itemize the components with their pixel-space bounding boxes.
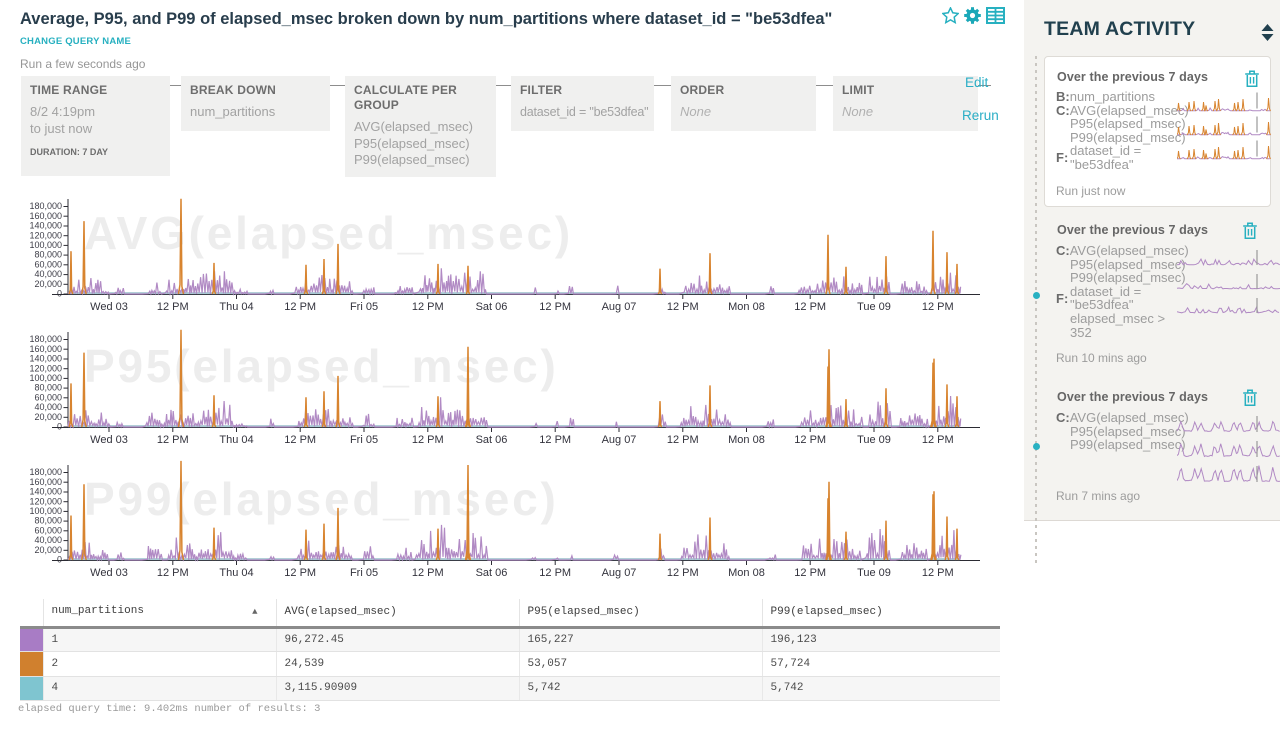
svg-text:140,000: 140,000 (29, 221, 62, 231)
svg-text:0: 0 (57, 422, 62, 432)
svg-text:Tue 09: Tue 09 (857, 434, 891, 446)
svg-text:12 PM: 12 PM (539, 301, 571, 313)
svg-text:0: 0 (57, 555, 62, 565)
svg-text:12 PM: 12 PM (667, 301, 699, 313)
svg-text:12 PM: 12 PM (412, 567, 444, 579)
svg-text:20,000: 20,000 (34, 545, 62, 555)
svg-text:Thu 04: Thu 04 (219, 434, 253, 446)
svg-text:40,000: 40,000 (34, 535, 62, 545)
svg-text:Aug 07: Aug 07 (602, 434, 637, 446)
svg-text:180,000: 180,000 (29, 201, 62, 211)
svg-text:140,000: 140,000 (29, 487, 62, 497)
svg-text:AVG(elapsed_msec): AVG(elapsed_msec) (84, 207, 573, 259)
svg-text:P99(elapsed_msec): P99(elapsed_msec) (84, 473, 559, 525)
svg-text:Tue 09: Tue 09 (857, 301, 891, 313)
svg-text:60,000: 60,000 (34, 525, 62, 535)
svg-text:80,000: 80,000 (34, 383, 62, 393)
svg-text:Wed 03: Wed 03 (90, 434, 128, 446)
svg-text:12 PM: 12 PM (922, 301, 954, 313)
svg-text:160,000: 160,000 (29, 344, 62, 354)
svg-text:120,000: 120,000 (29, 496, 62, 506)
svg-text:Aug 07: Aug 07 (602, 301, 637, 313)
svg-text:160,000: 160,000 (29, 477, 62, 487)
svg-text:80,000: 80,000 (34, 250, 62, 260)
svg-text:Wed 03: Wed 03 (90, 567, 128, 579)
svg-text:120,000: 120,000 (29, 363, 62, 373)
svg-text:40,000: 40,000 (34, 402, 62, 412)
svg-text:12 PM: 12 PM (157, 567, 189, 579)
svg-text:100,000: 100,000 (29, 506, 62, 516)
svg-text:140,000: 140,000 (29, 354, 62, 364)
svg-text:12 PM: 12 PM (284, 434, 316, 446)
svg-text:12 PM: 12 PM (539, 434, 571, 446)
svg-text:12 PM: 12 PM (922, 567, 954, 579)
svg-text:20,000: 20,000 (34, 412, 62, 422)
svg-text:12 PM: 12 PM (667, 567, 699, 579)
svg-text:160,000: 160,000 (29, 211, 62, 221)
svg-text:12 PM: 12 PM (284, 301, 316, 313)
svg-text:12 PM: 12 PM (794, 301, 826, 313)
svg-text:0: 0 (57, 289, 62, 299)
svg-text:Sat 06: Sat 06 (476, 434, 508, 446)
svg-text:Mon 08: Mon 08 (728, 434, 765, 446)
svg-text:Tue 09: Tue 09 (857, 567, 891, 579)
svg-text:12 PM: 12 PM (412, 434, 444, 446)
svg-text:Fri 05: Fri 05 (350, 567, 378, 579)
svg-text:120,000: 120,000 (29, 230, 62, 240)
svg-text:12 PM: 12 PM (157, 434, 189, 446)
svg-text:180,000: 180,000 (29, 334, 62, 344)
svg-text:Fri 05: Fri 05 (350, 301, 378, 313)
svg-text:Thu 04: Thu 04 (219, 301, 253, 313)
svg-text:Fri 05: Fri 05 (350, 434, 378, 446)
svg-text:12 PM: 12 PM (539, 567, 571, 579)
svg-text:60,000: 60,000 (34, 259, 62, 269)
svg-text:60,000: 60,000 (34, 392, 62, 402)
svg-text:12 PM: 12 PM (794, 567, 826, 579)
svg-text:80,000: 80,000 (34, 516, 62, 526)
svg-text:20,000: 20,000 (34, 279, 62, 289)
svg-text:Aug 07: Aug 07 (602, 567, 637, 579)
svg-text:Thu 04: Thu 04 (219, 567, 253, 579)
svg-text:12 PM: 12 PM (157, 301, 189, 313)
svg-text:Mon 08: Mon 08 (728, 301, 765, 313)
svg-text:Sat 06: Sat 06 (476, 567, 508, 579)
svg-text:40,000: 40,000 (34, 269, 62, 279)
svg-text:180,000: 180,000 (29, 467, 62, 477)
svg-text:Wed 03: Wed 03 (90, 301, 128, 313)
svg-text:12 PM: 12 PM (922, 434, 954, 446)
svg-text:Sat 06: Sat 06 (476, 301, 508, 313)
svg-text:100,000: 100,000 (29, 240, 62, 250)
svg-text:12 PM: 12 PM (794, 434, 826, 446)
svg-text:100,000: 100,000 (29, 373, 62, 383)
svg-text:12 PM: 12 PM (412, 301, 444, 313)
svg-text:Mon 08: Mon 08 (728, 567, 765, 579)
svg-text:12 PM: 12 PM (667, 434, 699, 446)
svg-text:12 PM: 12 PM (284, 567, 316, 579)
svg-text:P95(elapsed_msec): P95(elapsed_msec) (84, 340, 559, 392)
